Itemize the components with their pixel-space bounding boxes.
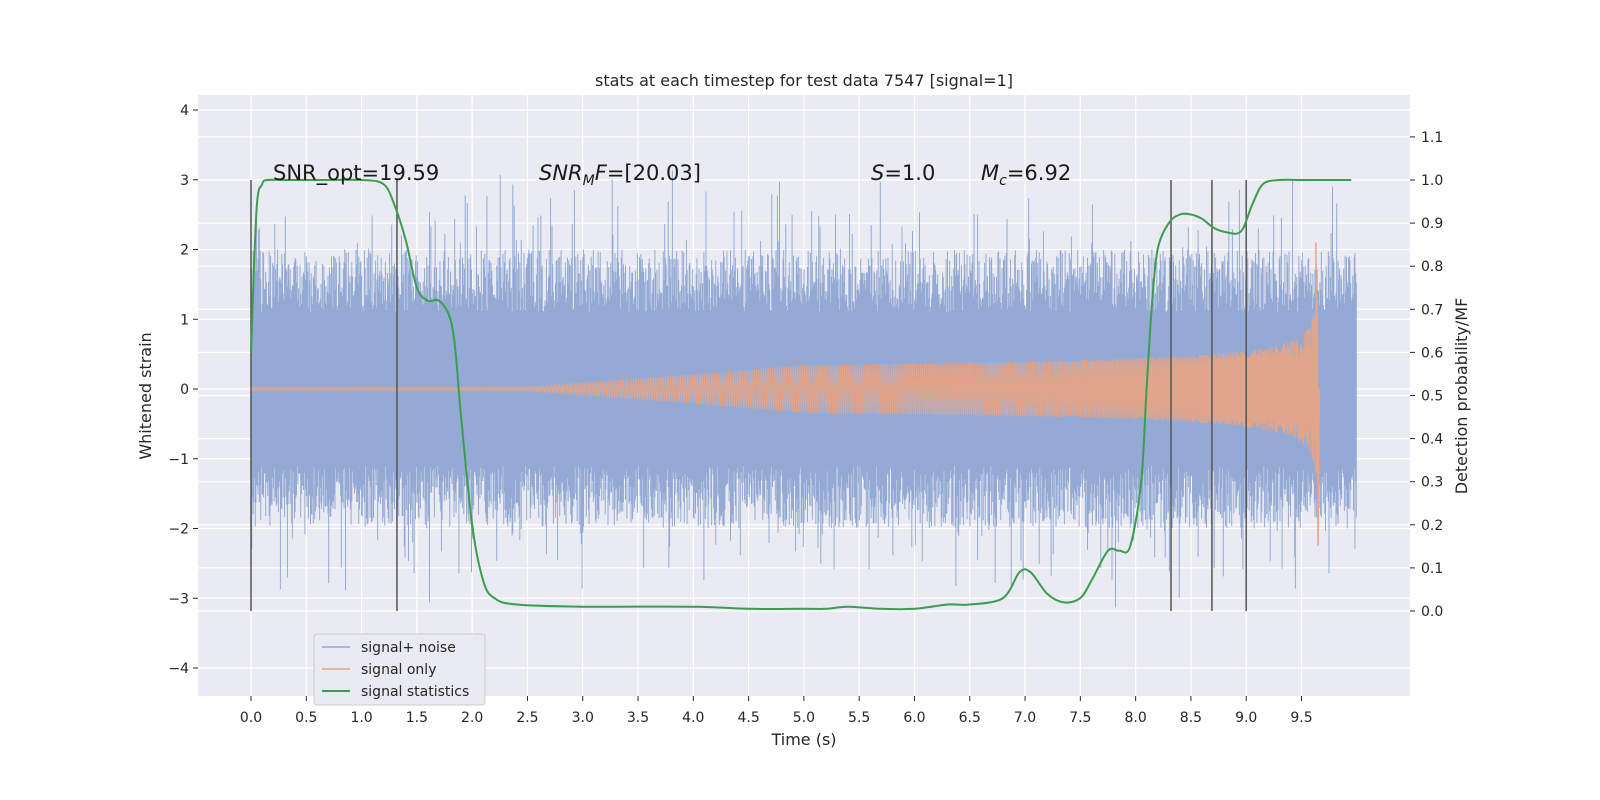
x-tick-label: 1.5	[406, 710, 428, 726]
y2-tick-label: 0.3	[1421, 475, 1443, 491]
y-tick-label: 3	[180, 173, 189, 189]
y2-tick-label: 0.1	[1421, 561, 1443, 577]
x-tick-label: 2.5	[516, 710, 538, 726]
event-markers	[250, 180, 1247, 611]
x-tick-label: 0.0	[240, 710, 262, 726]
s-rest: =1.0	[884, 161, 935, 185]
legend-label: signal only	[361, 662, 436, 678]
x-axis-label: Time (s)	[770, 730, 836, 749]
y2-tick-label: 0.7	[1421, 302, 1443, 318]
snr-mf-annotation: SNRMF=[20.03]	[539, 161, 701, 189]
y2-axis-ticks: 0.0 0.1 0.2 0.3 0.4 0.5 0.6 0.7 0.8 0.9 1.0 1.1	[1410, 130, 1443, 620]
y2-tick-label: 1.1	[1421, 130, 1443, 146]
x-tick-label: 0.5	[295, 710, 317, 726]
x-tick-label: 3.5	[627, 710, 649, 726]
s-annotation: S=1.0	[871, 161, 935, 185]
y-tick-label: −2	[168, 522, 189, 538]
legend-label: signal+ noise	[361, 640, 456, 656]
chart-title: stats at each timestep for test data 754…	[595, 71, 1013, 90]
y2-tick-label: 0.9	[1421, 216, 1443, 232]
snr-mf-rest-italic: F	[595, 161, 608, 185]
x-tick-label: 5.0	[793, 710, 815, 726]
x-tick-label: 9.0	[1235, 710, 1257, 726]
x-tick-label: 4.5	[737, 710, 759, 726]
mc-sub: c	[999, 173, 1007, 189]
snr-mf-rest: =[20.03]	[607, 161, 701, 185]
y2-tick-label: 0.6	[1421, 345, 1443, 361]
mc-main: M	[981, 161, 999, 185]
y-axis-label: Whitened strain	[136, 332, 155, 459]
x-tick-label: 7.5	[1069, 710, 1091, 726]
signal-only-line	[250, 300, 1321, 478]
y2-tick-label: 0.0	[1421, 604, 1443, 620]
x-tick-label: 8.0	[1124, 710, 1146, 726]
x-tick-label: 6.0	[903, 710, 925, 726]
mc-annotation: Mc=6.92	[981, 161, 1071, 189]
x-tick-label: 9.5	[1290, 710, 1312, 726]
x-tick-label: 6.5	[959, 710, 981, 726]
mc-rest: =6.92	[1007, 161, 1071, 185]
legend-box	[313, 633, 486, 706]
x-tick-label: 7.0	[1014, 710, 1036, 726]
signal-statistics-series	[250, 178, 1352, 611]
y-tick-label: −3	[168, 591, 189, 607]
x-tick-label: 5.5	[848, 710, 870, 726]
x-tick-label: 8.5	[1180, 710, 1202, 726]
y2-tick-label: 0.5	[1421, 389, 1443, 405]
snr-opt-annotation: SNR_opt=19.59	[273, 161, 439, 186]
legend: signal+ noise signal only signal statistic…	[313, 633, 486, 706]
y-tick-label: −4	[168, 661, 189, 677]
y-tick-label: 0	[180, 382, 189, 398]
snr-mf-sub: M	[583, 173, 595, 189]
y-tick-label: 1	[180, 312, 189, 328]
y-axis-ticks: −4 −3 −2 −1 0 1 2 3 4	[168, 103, 198, 677]
y2-axis-label: Detection probability/MF	[1452, 298, 1471, 495]
y-tick-label: −1	[168, 452, 189, 468]
x-tick-label: 1.0	[350, 710, 372, 726]
legend-label: signal statistics	[361, 684, 469, 700]
x-tick-label: 4.0	[682, 710, 704, 726]
y2-tick-label: 0.8	[1421, 259, 1443, 275]
y-tick-label: 4	[180, 103, 189, 119]
y2-tick-label: 1.0	[1421, 173, 1443, 189]
snr-mf-main: SNR	[539, 161, 583, 185]
signal-statistics-line	[250, 178, 1352, 611]
s-main: S	[871, 161, 884, 185]
x-axis-ticks: 0.0 0.5 1.0 1.5 2.0 2.5 3.0 3.5 4.0 4.5 5.0 5.5 6.0 6…	[240, 696, 1313, 726]
x-tick-label: 3.0	[572, 710, 594, 726]
y2-tick-label: 0.4	[1421, 432, 1443, 448]
x-tick-label: 2.0	[461, 710, 483, 726]
y2-tick-label: 0.2	[1421, 518, 1443, 534]
y-tick-label: 2	[180, 243, 189, 259]
